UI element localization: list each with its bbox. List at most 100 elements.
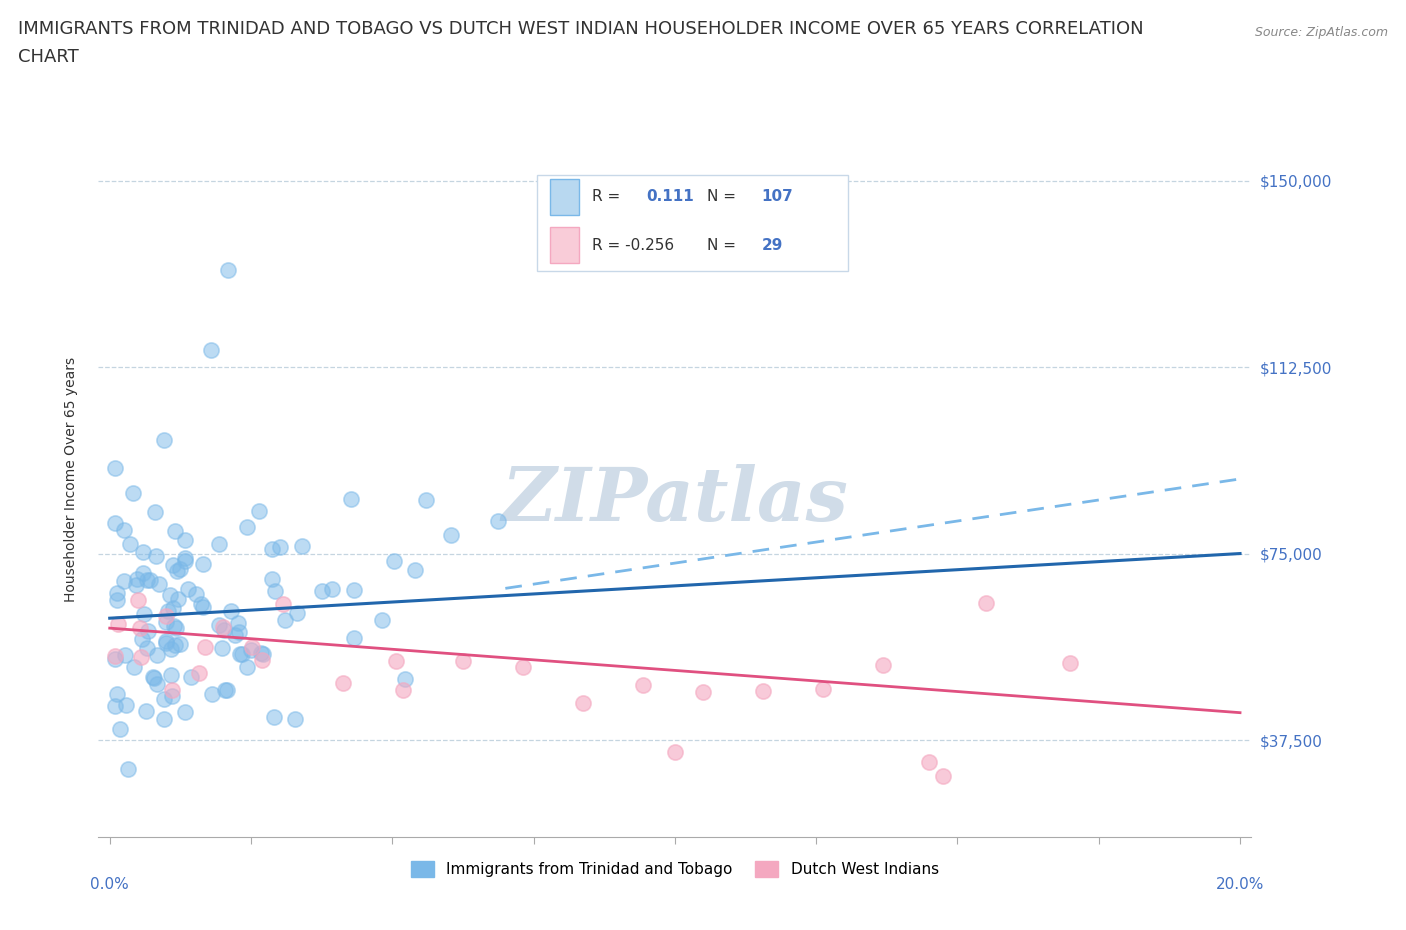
Point xyxy=(208,537,231,551)
Point xyxy=(415,493,437,508)
Point xyxy=(343,582,366,597)
Point xyxy=(392,683,415,698)
Point xyxy=(394,671,416,686)
Point xyxy=(236,659,259,674)
Text: 0.111: 0.111 xyxy=(647,189,693,205)
Point xyxy=(231,646,253,661)
Point xyxy=(118,537,141,551)
Point xyxy=(813,682,835,697)
FancyBboxPatch shape xyxy=(537,175,848,272)
Text: N =: N = xyxy=(707,189,737,205)
Legend: Immigrants from Trinidad and Tobago, Dutch West Indians: Immigrants from Trinidad and Tobago, Dut… xyxy=(405,855,945,884)
Point xyxy=(512,659,534,674)
Point xyxy=(122,659,145,674)
Point xyxy=(311,583,333,598)
Point xyxy=(440,528,463,543)
Point xyxy=(136,573,159,588)
Point xyxy=(112,523,135,538)
Point xyxy=(155,609,177,624)
Point xyxy=(240,639,263,654)
Point xyxy=(191,556,214,571)
Point xyxy=(138,573,160,588)
Point xyxy=(486,514,509,529)
Point xyxy=(321,581,343,596)
Point xyxy=(146,677,169,692)
Point xyxy=(339,492,361,507)
Text: 29: 29 xyxy=(762,237,783,253)
Point xyxy=(260,571,283,586)
Point xyxy=(166,564,188,578)
Point xyxy=(160,668,183,683)
Point xyxy=(174,551,197,565)
Point xyxy=(136,640,159,655)
Text: N =: N = xyxy=(707,237,737,253)
Point xyxy=(752,684,775,698)
Point xyxy=(153,711,176,726)
Point xyxy=(371,612,394,627)
Point xyxy=(127,592,149,607)
Point xyxy=(404,563,426,578)
Point xyxy=(229,646,252,661)
Point xyxy=(108,722,131,737)
Point xyxy=(186,587,208,602)
Point xyxy=(918,755,941,770)
Point xyxy=(104,461,127,476)
Point xyxy=(169,562,191,577)
Point xyxy=(122,486,145,501)
Text: 107: 107 xyxy=(762,189,793,205)
Point xyxy=(104,515,127,530)
Text: 0.0%: 0.0% xyxy=(90,877,129,892)
Point xyxy=(129,649,152,664)
Point xyxy=(136,624,159,639)
Point xyxy=(167,591,190,606)
Point xyxy=(284,711,307,726)
Point xyxy=(236,520,259,535)
Point xyxy=(271,596,294,611)
Point xyxy=(212,622,235,637)
Point xyxy=(631,677,654,692)
Point xyxy=(114,647,136,662)
Point xyxy=(263,709,285,724)
Point xyxy=(190,597,212,612)
Point xyxy=(214,683,236,698)
Point xyxy=(143,671,166,685)
Point xyxy=(162,558,184,573)
Text: CHART: CHART xyxy=(18,48,79,66)
Point xyxy=(264,583,287,598)
Point xyxy=(291,538,314,553)
Point xyxy=(180,670,202,684)
Point xyxy=(163,524,186,538)
Point xyxy=(115,698,138,712)
Point xyxy=(250,645,273,660)
Point xyxy=(211,641,233,656)
Point xyxy=(451,654,474,669)
Point xyxy=(343,631,366,645)
Point xyxy=(135,703,157,718)
Point xyxy=(104,698,127,713)
Point xyxy=(191,600,214,615)
Point xyxy=(153,691,176,706)
FancyBboxPatch shape xyxy=(550,227,579,263)
Point xyxy=(146,647,169,662)
Point xyxy=(117,761,139,776)
Point xyxy=(160,683,183,698)
Point xyxy=(155,614,177,629)
Point xyxy=(129,620,152,635)
Text: R =: R = xyxy=(592,189,620,205)
Point xyxy=(160,642,183,657)
Point xyxy=(131,631,153,646)
Point xyxy=(104,648,127,663)
Point xyxy=(188,666,211,681)
Point xyxy=(105,686,128,701)
Point xyxy=(200,342,222,357)
Point xyxy=(131,545,153,560)
Point xyxy=(332,675,354,690)
Point xyxy=(162,688,184,703)
Point xyxy=(105,586,128,601)
Point xyxy=(169,637,191,652)
Point xyxy=(692,684,714,699)
Point xyxy=(226,616,249,631)
Point xyxy=(194,640,217,655)
Point xyxy=(143,504,166,519)
Point xyxy=(384,654,406,669)
